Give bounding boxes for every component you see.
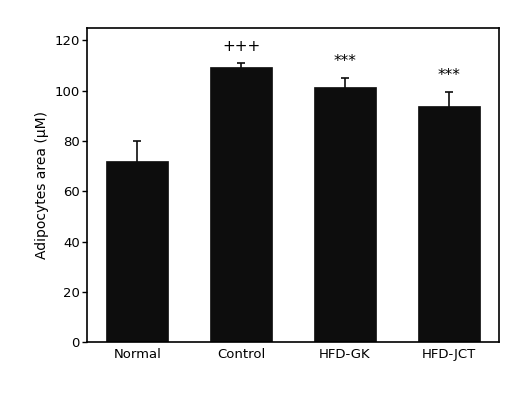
Bar xyxy=(106,161,169,342)
Bar xyxy=(417,106,480,342)
Y-axis label: Adipocytes area (μM): Adipocytes area (μM) xyxy=(35,111,49,259)
Text: +++: +++ xyxy=(222,39,260,54)
Text: ***: *** xyxy=(437,68,460,83)
Bar xyxy=(314,87,376,342)
Text: ***: *** xyxy=(334,55,356,69)
Bar xyxy=(210,67,272,342)
